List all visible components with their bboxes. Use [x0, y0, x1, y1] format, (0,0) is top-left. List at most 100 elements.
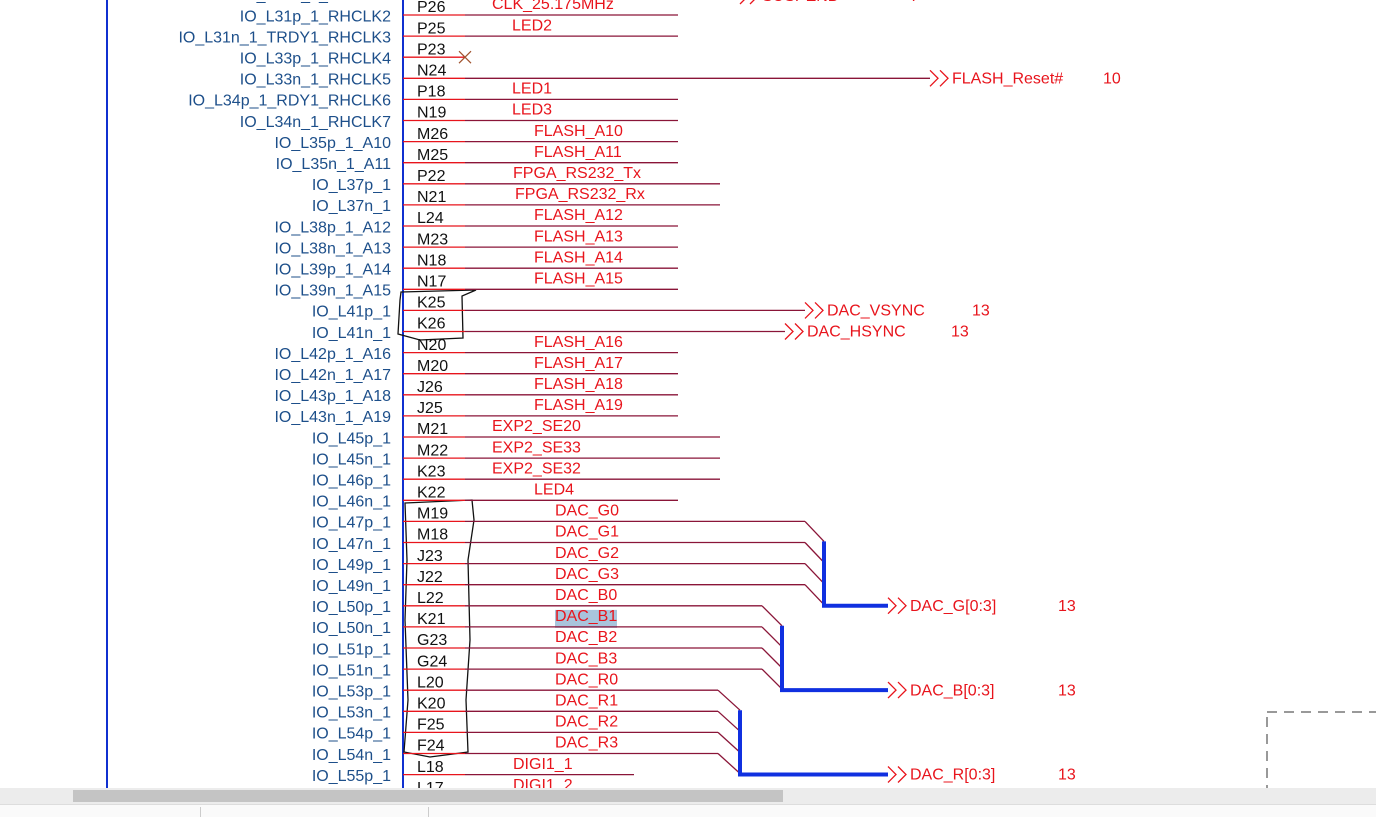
- pin-function: IO_L51p_1: [312, 641, 391, 658]
- pin-function: IO_L46p_1: [312, 473, 391, 490]
- port-arrow: [784, 323, 804, 340]
- pin-function: IO_L31p_1_RHCLK2: [240, 8, 391, 25]
- pin-function: IO_L38n_1_A13: [274, 240, 391, 257]
- bus-entry: [761, 626, 783, 648]
- port-label: DAC_HSYNC: [807, 324, 906, 341]
- pin-number: K21: [417, 611, 446, 628]
- net-label: FLASH_A13: [534, 228, 623, 245]
- pin-function: IO_L45n_1: [312, 451, 391, 468]
- pin-function: IO_L53p_1: [312, 684, 391, 701]
- net-label: FLASH_A12: [534, 207, 623, 224]
- pin-function: IO_L37n_1: [312, 198, 391, 215]
- pin-function: IO_L43p_1_A18: [274, 388, 391, 405]
- pin-function: IO_L30n_1_RHCLK1: [240, 0, 391, 4]
- pin-function: IO_L37p_1: [312, 177, 391, 194]
- net-label: DAC_R0: [555, 671, 618, 688]
- bus-entry: [717, 731, 741, 753]
- pin-number: M25: [417, 147, 448, 164]
- net-label: FLASH_A14: [534, 249, 623, 266]
- divider: [428, 807, 429, 817]
- pin-function: IO_L49n_1: [312, 578, 391, 595]
- pin-function: IO_L34p_1_RDY1_RHCLK6: [188, 93, 391, 110]
- pin-function: IO_L43n_1_A19: [274, 409, 391, 426]
- sheet-ref: 13: [972, 303, 990, 320]
- net-label: LED4: [534, 482, 574, 499]
- selection-highlight: [555, 609, 617, 628]
- pin-number: L17: [417, 780, 444, 788]
- net-label: DIGI1_1: [513, 756, 573, 773]
- pin-number: K25: [417, 295, 446, 312]
- schematic: IO_L30n_1_RHCLK1 IO_L31p_1_RHCLK2 IO_L31n_…: [106, 0, 1376, 788]
- pin-function: IO_L38p_1_A12: [274, 219, 391, 236]
- bus: [822, 541, 888, 608]
- divider: [200, 807, 201, 817]
- pin-number: P18: [417, 84, 446, 101]
- pin-function: IO_L42p_1_A16: [274, 346, 391, 363]
- pin-number: F25: [417, 717, 445, 734]
- pin-number: K23: [417, 463, 446, 480]
- net-label: DAC_B0: [555, 587, 617, 604]
- pin-function: IO_L51n_1: [312, 662, 391, 679]
- pin-number: M22: [417, 442, 448, 459]
- net-label: FPGA_RS232_Rx: [515, 186, 645, 203]
- sheet-ref: 13: [1058, 767, 1076, 784]
- bus-entry: [761, 668, 783, 690]
- bus-entry: [761, 605, 783, 627]
- pin-function: IO_L39p_1_A14: [274, 262, 391, 279]
- pin-number: K26: [417, 316, 446, 333]
- port-label: DAC_R[0:3]: [910, 767, 995, 784]
- pin-number: N20: [417, 337, 446, 354]
- bus: [780, 625, 888, 693]
- net-label: DIGI1_2: [513, 777, 573, 788]
- horizontal-scrollbar[interactable]: [0, 788, 1376, 804]
- pin-number: J25: [417, 400, 443, 417]
- bus: [738, 710, 888, 777]
- scroll-thumb[interactable]: [73, 790, 783, 802]
- pin-function: IO_L41n_1: [312, 325, 391, 342]
- bus-entry: [804, 520, 825, 542]
- sheet-ref: 10: [1103, 71, 1121, 88]
- pin-function: IO_L54p_1: [312, 726, 391, 743]
- pin-number: N18: [417, 252, 446, 269]
- pin-number: N17: [417, 274, 446, 291]
- pin-number: L18: [417, 759, 444, 776]
- port-arrow: [739, 0, 755, 5]
- port-label: DAC_G[0:3]: [910, 598, 996, 615]
- pin-number: M26: [417, 126, 448, 143]
- net-label: DAC_R1: [555, 693, 618, 710]
- pin-number: J22: [417, 569, 443, 586]
- pin-function: IO_L42n_1_A17: [274, 367, 391, 384]
- net-label: FLASH_A19: [534, 397, 623, 414]
- pin-function: IO_L34n_1_RHCLK7: [240, 114, 391, 131]
- pin-number: M20: [417, 358, 448, 375]
- net-label: FLASH_A16: [534, 334, 623, 351]
- net-label: DAC_G2: [555, 545, 619, 562]
- pin-number: G24: [417, 653, 447, 670]
- net-label: LED1: [512, 81, 552, 98]
- net-label: FPGA_RS232_Tx: [513, 165, 641, 182]
- pin-function: IO_L41p_1: [312, 304, 391, 321]
- pin-number: P26: [417, 0, 446, 16]
- bus-entry: [804, 563, 825, 585]
- port-label: DAC_VSYNC: [827, 303, 925, 320]
- sheet-ref: 13: [1058, 682, 1076, 699]
- net-label: DAC_B2: [555, 629, 617, 646]
- pin-number: P25: [417, 20, 446, 37]
- pin-function: IO_L50n_1: [312, 620, 391, 637]
- pin-function: IO_L35p_1_A10: [274, 135, 391, 152]
- pin-number: L20: [417, 674, 444, 691]
- pin-number: P23: [417, 41, 446, 58]
- pin-number: K22: [417, 485, 446, 502]
- net-label: EXP2_SE20: [492, 418, 581, 435]
- pin-function: IO_L49p_1: [312, 557, 391, 574]
- bus-entry: [804, 584, 825, 606]
- pin-function: IO_L39n_1_A15: [274, 283, 391, 300]
- pin-number: N19: [417, 105, 446, 122]
- pin-number: M19: [417, 506, 448, 523]
- pin-function: IO_L47p_1: [312, 515, 391, 532]
- pin-number: K20: [417, 696, 446, 713]
- bus-entry: [717, 753, 741, 774]
- pin-function: IO_L33p_1_RHCLK4: [240, 51, 391, 68]
- net-label: DAC_R2: [555, 714, 618, 731]
